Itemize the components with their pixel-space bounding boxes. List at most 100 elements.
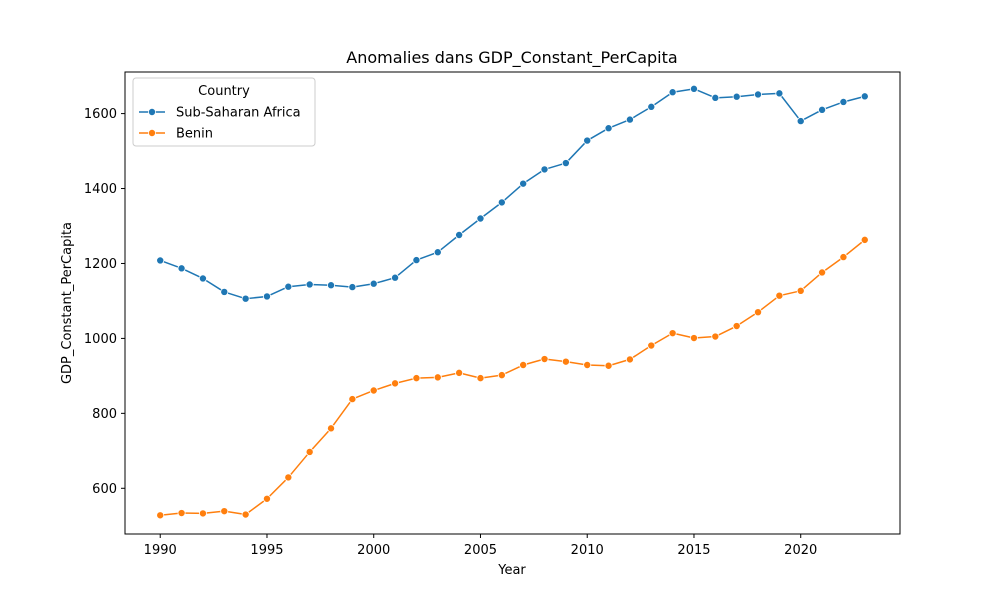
data-point-sub-saharan-africa — [796, 117, 805, 126]
legend-marker-benin — [147, 128, 156, 137]
y-tick-label: 1200 — [84, 257, 117, 272]
data-point-benin — [305, 447, 314, 456]
data-point-sub-saharan-africa — [241, 294, 250, 303]
data-point-benin — [433, 373, 442, 382]
data-point-sub-saharan-africa — [284, 282, 293, 291]
data-point-benin — [732, 322, 741, 331]
data-point-sub-saharan-africa — [689, 84, 698, 93]
data-point-benin — [604, 361, 613, 370]
data-point-sub-saharan-africa — [220, 287, 229, 296]
legend-title: Country — [198, 84, 250, 99]
y-tick-label: 1400 — [84, 182, 117, 197]
series-line-benin — [160, 239, 866, 517]
y-axis-ticks: 600 800 1000 1200 1400 1600 — [84, 107, 125, 497]
x-tick-label: 2010 — [571, 543, 604, 558]
data-point-benin — [412, 374, 421, 383]
plot-area-border — [124, 71, 901, 535]
data-point-sub-saharan-africa — [433, 248, 442, 257]
data-point-sub-saharan-africa — [412, 256, 421, 265]
data-point-sub-saharan-africa — [369, 279, 378, 288]
data-point-sub-saharan-africa — [327, 281, 336, 290]
x-tick-label: 2005 — [464, 543, 497, 558]
data-point-benin — [262, 494, 271, 503]
data-point-sub-saharan-africa — [540, 165, 549, 174]
data-point-benin — [860, 235, 869, 244]
data-point-sub-saharan-africa — [711, 93, 720, 102]
series-line-sub-saharan-africa — [159, 88, 865, 300]
data-point-benin — [668, 329, 677, 338]
data-point-sub-saharan-africa — [348, 283, 357, 292]
data-point-benin — [519, 361, 528, 370]
data-point-sub-saharan-africa — [455, 230, 464, 239]
data-point-benin — [839, 253, 848, 262]
data-point-sub-saharan-africa — [625, 115, 634, 124]
data-point-sub-saharan-africa — [839, 97, 848, 106]
data-point-benin — [754, 308, 763, 317]
data-point-benin — [647, 341, 656, 350]
data-point-benin — [327, 424, 336, 433]
data-point-benin — [177, 509, 186, 518]
data-point-benin — [583, 361, 592, 370]
data-point-benin — [455, 368, 464, 377]
data-point-sub-saharan-africa — [156, 256, 165, 265]
y-tick-label: 1000 — [84, 332, 117, 347]
legend: Country Sub-Saharan Africa Benin — [132, 77, 316, 147]
data-point-sub-saharan-africa — [818, 105, 827, 114]
data-point-sub-saharan-africa — [732, 92, 741, 101]
x-axis-ticks: 1990 1995 2000 2005 2010 2015 2020 — [144, 534, 817, 558]
data-point-sub-saharan-africa — [647, 102, 656, 111]
data-point-benin — [818, 268, 827, 277]
data-point-benin — [284, 473, 293, 482]
y-tick-label: 600 — [92, 482, 117, 497]
data-point-benin — [220, 507, 229, 516]
chart-title: Anomalies dans GDP_Constant_PerCapita — [346, 48, 677, 68]
data-point-sub-saharan-africa — [476, 214, 485, 223]
data-point-sub-saharan-africa — [860, 92, 869, 101]
axes-frame — [124, 71, 901, 535]
data-point-benin — [391, 379, 400, 388]
x-tick-label: 2000 — [357, 543, 390, 558]
data-point-sub-saharan-africa — [305, 280, 314, 289]
x-tick-label: 1990 — [144, 543, 177, 558]
x-tick-label: 2015 — [677, 543, 710, 558]
x-axis-label: Year — [497, 563, 526, 578]
data-point-benin — [561, 357, 570, 366]
data-point-benin — [540, 355, 549, 364]
data-point-benin — [796, 286, 805, 295]
data-point-benin — [711, 332, 720, 341]
data-point-sub-saharan-africa — [775, 89, 784, 98]
legend-box — [132, 77, 316, 147]
data-point-benin — [775, 291, 784, 300]
data-point-sub-saharan-africa — [177, 264, 186, 273]
x-tick-label: 2020 — [784, 543, 817, 558]
data-point-benin — [156, 511, 165, 520]
data-point-benin — [369, 386, 378, 395]
legend-marker-sub-saharan-africa — [147, 108, 156, 117]
legend-entries: Sub-Saharan Africa Benin — [139, 106, 301, 142]
data-point-sub-saharan-africa — [604, 124, 613, 133]
data-point-sub-saharan-africa — [668, 88, 677, 97]
y-axis-label: GDP_Constant_PerCapita — [60, 222, 75, 384]
data-point-sub-saharan-africa — [198, 274, 207, 283]
legend-label-sub-saharan-africa: Sub-Saharan Africa — [176, 106, 301, 121]
data-point-benin — [689, 334, 698, 343]
data-point-benin — [348, 395, 357, 404]
data-point-sub-saharan-africa — [754, 90, 763, 99]
data-point-benin — [497, 371, 506, 380]
legend-label-benin: Benin — [176, 127, 213, 142]
data-point-sub-saharan-africa — [262, 292, 271, 301]
data-point-sub-saharan-africa — [519, 179, 528, 188]
y-tick-label: 1600 — [84, 107, 117, 122]
x-tick-label: 1995 — [250, 543, 283, 558]
data-point-sub-saharan-africa — [497, 198, 506, 207]
data-point-sub-saharan-africa — [561, 159, 570, 168]
series-layer — [156, 84, 869, 520]
data-point-benin — [241, 510, 250, 519]
data-point-sub-saharan-africa — [583, 136, 592, 145]
data-point-benin — [198, 509, 207, 518]
data-point-benin — [476, 374, 485, 383]
y-tick-label: 800 — [92, 407, 117, 422]
data-point-benin — [625, 355, 634, 364]
